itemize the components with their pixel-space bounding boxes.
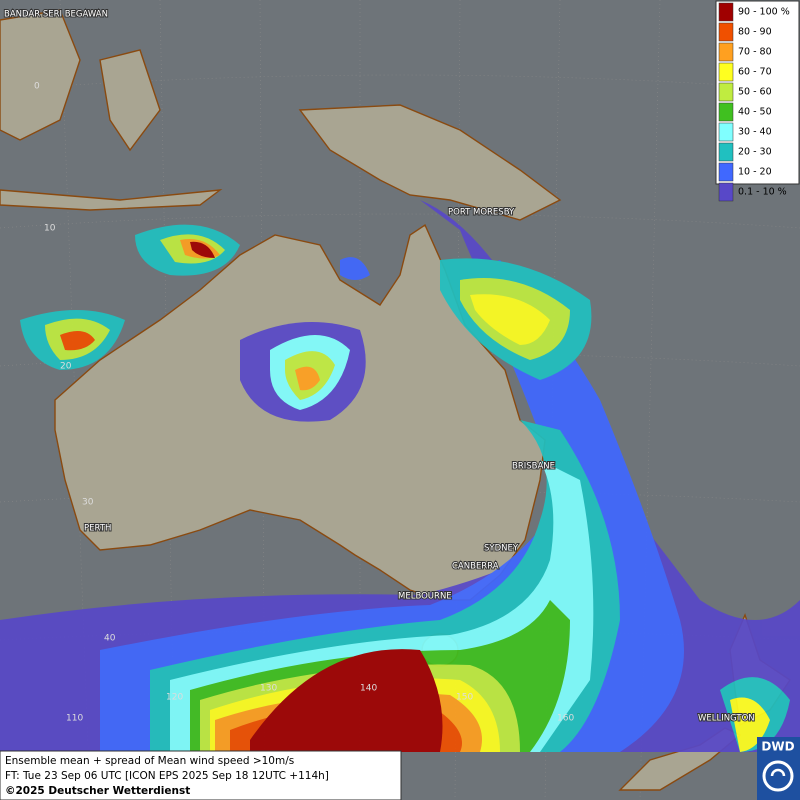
- longitude-label: 120: [166, 693, 183, 703]
- latitude-label: 30: [82, 498, 94, 508]
- wind-area: [190, 241, 215, 258]
- city-label: SYDNEY: [484, 544, 519, 554]
- wind-area: [60, 331, 95, 351]
- city-label: PORT MORESBY: [448, 208, 515, 218]
- logo-text: DWD: [761, 740, 794, 754]
- logo-swirl: [770, 768, 786, 777]
- footer-description: Ensemble mean + spread of Mean wind spee…: [5, 755, 294, 767]
- city-label: PERTH: [84, 524, 111, 534]
- longitude-label: 160: [557, 714, 574, 724]
- latitude-label: 0: [34, 82, 40, 92]
- legend-label: 90 - 100 %: [738, 7, 790, 18]
- wind-area: [250, 649, 443, 752]
- city-label: BANDAR SERI BEGAWAN: [4, 10, 108, 20]
- city-label: WELLINGTON: [698, 714, 755, 724]
- legend-swatch: [718, 162, 734, 182]
- legend-label: 30 - 40: [738, 127, 772, 138]
- footer-box: [0, 750, 402, 800]
- legend-label: 0.1 - 10 %: [738, 187, 787, 198]
- wind-area: [295, 366, 320, 391]
- longitude-label: 150: [456, 693, 473, 703]
- city-label: CANBERRA: [452, 562, 499, 572]
- footer-copyright: ©2025 Deutscher Wetterdienst: [5, 785, 190, 797]
- legend-swatch: [718, 22, 734, 42]
- legend-swatch: [718, 102, 734, 122]
- latitude-label: 20: [60, 362, 72, 372]
- city-labels: BANDAR SERI BEGAWAN PORT MORESBY BRISBANE S…: [3, 9, 756, 725]
- footer: Ensemble mean + spread of Mean wind spee…: [0, 750, 402, 800]
- legend-label: 60 - 70: [738, 67, 772, 78]
- legend: 90 - 100 % 80 - 90 70 - 80 60 - 70 50 - 60 40…: [715, 0, 800, 202]
- legend-label: 40 - 50: [738, 107, 772, 118]
- legend-swatch: [718, 82, 734, 102]
- wind-area: [470, 294, 550, 345]
- legend-label: 80 - 90: [738, 27, 772, 38]
- wind-fields: [0, 200, 800, 752]
- legend-swatch: [718, 142, 734, 162]
- legend-swatch: [718, 42, 734, 62]
- legend-label: 50 - 60: [738, 87, 772, 98]
- longitude-label: 130: [260, 684, 277, 694]
- latitude-label: 10: [44, 224, 56, 234]
- city-label: MELBOURNE: [398, 592, 452, 602]
- logo-icon: [762, 760, 794, 792]
- graticule-labels: 0 10 20 30 40 110 120 130 140 150 160: [34, 82, 574, 724]
- legend-label: 20 - 30: [738, 147, 772, 158]
- legend-label: 10 - 20: [738, 167, 772, 178]
- legend-swatch: [718, 2, 734, 22]
- wind-area: [340, 257, 370, 280]
- longitude-label: 110: [66, 714, 83, 724]
- logo: DWD: [757, 737, 800, 800]
- legend-swatch: [718, 122, 734, 142]
- legend-swatch: [718, 182, 734, 202]
- footer-forecast: FT: Tue 23 Sep 06 UTC [ICON EPS 2025 Sep…: [5, 770, 329, 782]
- longitude-label: 140: [360, 684, 377, 694]
- latitude-label: 40: [104, 634, 116, 644]
- legend-swatch: [718, 62, 734, 82]
- city-label: BRISBANE: [512, 462, 555, 472]
- legend-label: 70 - 80: [738, 47, 772, 58]
